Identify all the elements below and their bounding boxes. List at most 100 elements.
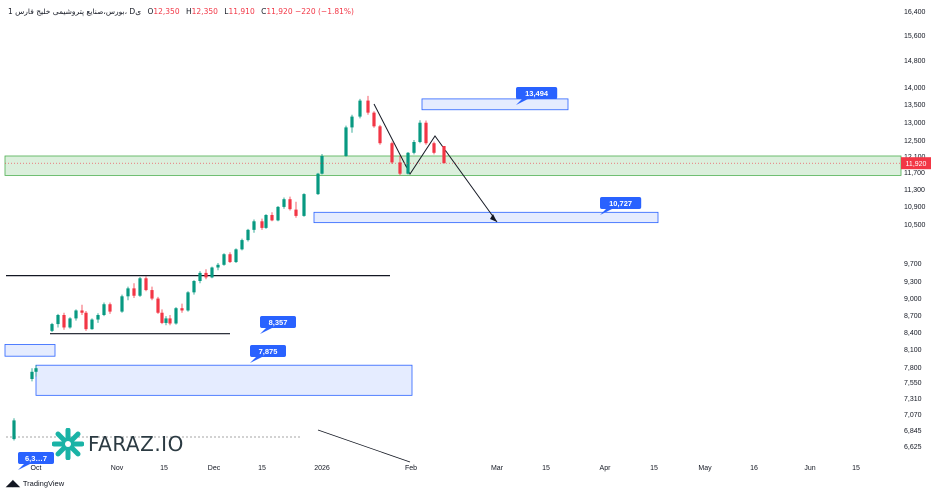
- target-zone: [421, 98, 569, 111]
- target-label-7875: 7,875: [250, 345, 286, 363]
- faraz-logo-text: FARAZ.IO: [88, 432, 184, 456]
- time-tick-label: Feb: [405, 465, 417, 472]
- candle-body: [186, 292, 190, 311]
- time-tick-label: Mar: [491, 465, 504, 472]
- target-zone: [4, 344, 56, 357]
- time-tick-label: Apr: [600, 465, 612, 472]
- candle-body: [270, 215, 274, 221]
- close-label: C: [261, 7, 267, 16]
- candle-body: [390, 143, 394, 163]
- target-label-10727-pointer: [600, 209, 612, 215]
- target-label-13494: 13,494: [516, 87, 558, 105]
- target-label-10727-bg: [600, 197, 642, 209]
- candle-body: [358, 100, 362, 117]
- symbol-title[interactable]: 1 بورس،صنایع پتروشیمی خلیج فارس، Dی: [8, 7, 142, 16]
- candle-body: [432, 143, 436, 153]
- candle-body: [398, 162, 402, 174]
- target-label-8357: 8,357: [260, 316, 296, 334]
- target-zone: [35, 364, 413, 396]
- candle-body: [264, 215, 268, 228]
- current-price-text: 11,920: [906, 161, 927, 168]
- price-tick-label: 10,900: [904, 204, 926, 211]
- candle-body: [412, 142, 416, 153]
- candle-body: [418, 122, 422, 142]
- candle-body: [316, 173, 320, 195]
- open-label: O: [147, 7, 154, 16]
- candle-body: [302, 194, 306, 216]
- time-tick-label: May: [698, 465, 712, 472]
- candle-body: [276, 206, 280, 221]
- candle-body: [102, 304, 106, 315]
- candle-body: [442, 146, 446, 164]
- candle-body: [84, 312, 88, 330]
- candle-body: [198, 272, 202, 281]
- faraz-logo: FARAZ.IO: [52, 428, 184, 460]
- candle-body: [12, 420, 16, 440]
- price-tick-label: 10,500: [904, 222, 926, 229]
- price-tick-label: 9,000: [904, 296, 922, 303]
- time-tick-label: 16: [750, 465, 758, 472]
- time-tick-label: Jun: [804, 465, 815, 472]
- tradingview-icon: ◢◣: [6, 478, 20, 488]
- candle-body: [132, 288, 136, 296]
- target-label-13494-bg: [516, 87, 558, 99]
- candle-body: [80, 310, 84, 313]
- candle-body: [56, 315, 60, 325]
- candle-body: [282, 199, 286, 207]
- price-tick-label: 12,500: [904, 138, 926, 145]
- candle-body: [252, 221, 256, 230]
- candle-body: [240, 240, 244, 250]
- low-label: L: [224, 7, 229, 16]
- projection-path: [373, 103, 498, 223]
- price-tick-label: 14,000: [904, 85, 926, 92]
- target-label-10727: 10,727: [600, 197, 642, 215]
- candle-body: [234, 249, 238, 263]
- candle-body: [210, 267, 214, 278]
- candle-body: [216, 264, 220, 268]
- target-label-10727-text: 10,727: [609, 199, 632, 208]
- candle-body: [168, 318, 172, 324]
- target-label-partial-text: 6,3…7: [25, 454, 47, 463]
- low-value: 11,910: [228, 7, 255, 16]
- price-tick-label: 13,000: [904, 120, 926, 127]
- candle-body: [174, 308, 178, 324]
- candle-body: [366, 100, 370, 113]
- target-label-7875-pointer: [250, 357, 262, 363]
- candle-body: [372, 112, 376, 127]
- target-label-partial: 6,3…7: [18, 452, 54, 470]
- price-tick-label: 9,300: [904, 279, 922, 286]
- price-tick-label: 16,400: [904, 9, 926, 16]
- price-tick-label: 14,800: [904, 58, 926, 65]
- price-tick-label: 8,700: [904, 313, 922, 320]
- candle-body: [260, 221, 264, 228]
- tradingview-footer[interactable]: ◢◣ TradingView: [6, 478, 64, 489]
- time-tick-label: Nov: [111, 465, 124, 472]
- candle-body: [288, 199, 292, 210]
- target-label-partial-pointer: [18, 464, 30, 470]
- price-tick-label: 7,310: [904, 396, 922, 403]
- candle-body: [50, 324, 54, 331]
- price-tick-label: 8,400: [904, 330, 922, 337]
- candle-body: [90, 319, 94, 330]
- target-label-7875-bg: [250, 345, 286, 357]
- target-label-8357-bg: [260, 316, 296, 328]
- tradingview-brand: TradingView: [22, 479, 65, 488]
- candle-body: [96, 315, 100, 320]
- candle-body: [120, 296, 124, 312]
- time-tick-label: 2026: [314, 465, 330, 472]
- faraz-logo-icon: [52, 428, 84, 460]
- candle-body: [246, 229, 250, 241]
- candle-body: [350, 116, 354, 128]
- price-axis: 16,400 15,600 14,800 14,000 13,500 13,000 12,5…: [904, 9, 926, 451]
- candle-body: [34, 368, 38, 372]
- candle-body: [192, 281, 196, 293]
- target-label-7875-text: 7,875: [259, 347, 278, 356]
- candle-body: [160, 312, 164, 323]
- projection-arrowhead: [490, 214, 497, 222]
- candle-body: [204, 272, 208, 278]
- time-tick-label: 15: [258, 465, 266, 472]
- candle-body: [126, 288, 130, 297]
- high-value: 12,350: [191, 7, 218, 16]
- target-label-8357-pointer: [260, 328, 272, 334]
